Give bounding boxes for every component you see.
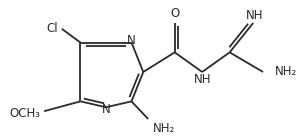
Text: NH: NH bbox=[245, 9, 263, 22]
Text: N: N bbox=[127, 34, 136, 47]
Text: O: O bbox=[170, 7, 179, 20]
Text: OCH₃: OCH₃ bbox=[9, 107, 40, 120]
Text: NH₂: NH₂ bbox=[275, 66, 297, 78]
Text: N: N bbox=[102, 103, 110, 116]
Text: Cl: Cl bbox=[46, 22, 58, 35]
Text: NH₂: NH₂ bbox=[153, 122, 175, 135]
Text: NH: NH bbox=[193, 73, 211, 86]
